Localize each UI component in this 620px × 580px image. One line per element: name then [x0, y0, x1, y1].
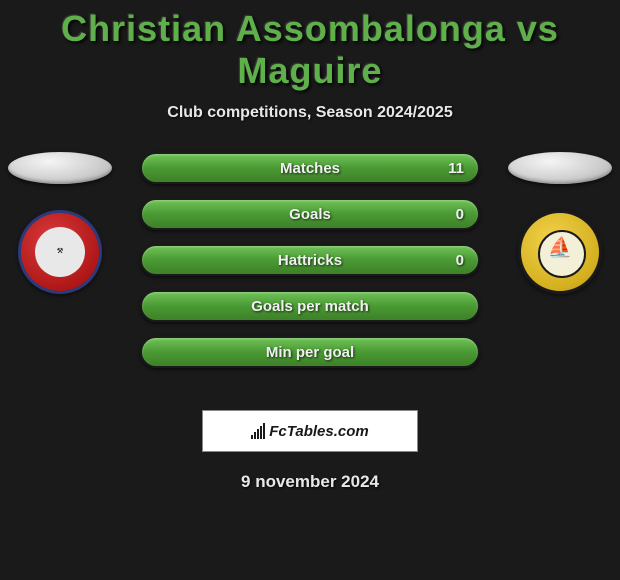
stat-row-min-per-goal: Min per goal [140, 336, 480, 368]
stat-label: Min per goal [266, 344, 354, 361]
left-club-logo: ⚒ [18, 210, 102, 294]
stat-value-right: 11 [448, 160, 464, 177]
stat-row-goals: Goals 0 [140, 198, 480, 230]
right-club-logo-ship-icon: ⛵ [548, 237, 573, 259]
page-subtitle: Club competitions, Season 2024/2025 [0, 104, 620, 122]
stat-label: Goals per match [251, 298, 369, 315]
stat-value-right: 0 [456, 252, 464, 269]
stat-value-right: 0 [456, 206, 464, 223]
page-title: Christian Assombalonga vs Maguire [0, 0, 620, 92]
stat-label: Goals [289, 206, 331, 223]
bar-chart-icon [251, 423, 265, 439]
left-club-logo-text: ⚒ [57, 248, 63, 256]
stat-label: Hattricks [278, 252, 342, 269]
attribution-text: FcTables.com [269, 423, 368, 440]
comparison-area: ⚒ ⛵ Matches 11 Goals 0 Hattricks 0 Goals… [0, 152, 620, 392]
stat-rows: Matches 11 Goals 0 Hattricks 0 Goals per… [140, 152, 480, 368]
stat-row-hattricks: Hattricks 0 [140, 244, 480, 276]
player-silhouette-placeholder [8, 152, 112, 184]
right-player-column: ⛵ [500, 152, 620, 294]
attribution-box: FcTables.com [202, 410, 418, 452]
left-player-column: ⚒ [0, 152, 120, 294]
stat-row-matches: Matches 11 [140, 152, 480, 184]
player-silhouette-placeholder [508, 152, 612, 184]
snapshot-date: 9 november 2024 [0, 472, 620, 492]
stat-row-goals-per-match: Goals per match [140, 290, 480, 322]
stat-label: Matches [280, 160, 340, 177]
right-club-logo: ⛵ [518, 210, 602, 294]
